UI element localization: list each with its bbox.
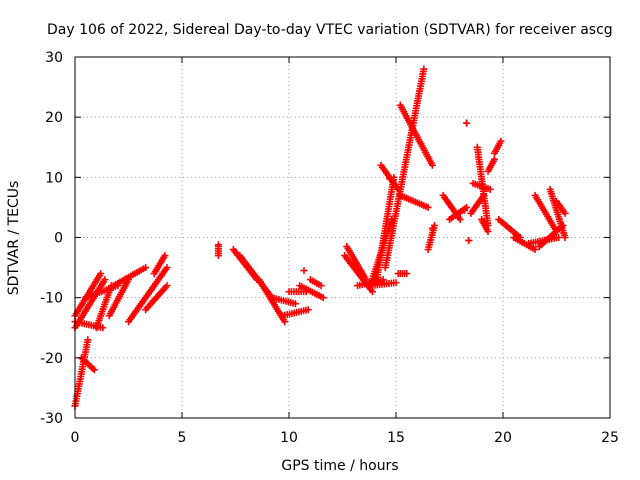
- data-point: [368, 288, 376, 296]
- data-point: [428, 224, 436, 232]
- data-point: [379, 276, 387, 284]
- y-tick-label: 30: [45, 50, 63, 66]
- grid-lines: [75, 57, 610, 418]
- data-point: [300, 267, 308, 275]
- data-point: [163, 282, 171, 290]
- axis-ticks: 0 5 10 15 20 25 -30 -20 -10 0 10 20 30: [40, 50, 619, 446]
- x-tick-label: 20: [494, 430, 512, 446]
- data-point: [460, 206, 468, 214]
- chart-title: Day 106 of 2022, Sidereal Day-to-day VTE…: [47, 22, 613, 38]
- y-tick-label: 0: [54, 231, 63, 247]
- data-point: [161, 252, 169, 260]
- data-point: [456, 215, 464, 223]
- data-point: [463, 119, 471, 127]
- y-tick-label: -20: [40, 351, 63, 367]
- x-tick-label: 5: [178, 430, 187, 446]
- data-point: [214, 241, 222, 249]
- data-point: [465, 237, 473, 245]
- x-axis-label: GPS time / hours: [281, 458, 398, 474]
- y-tick-label: -30: [40, 411, 63, 427]
- data-point: [486, 185, 494, 193]
- data-point: [555, 234, 563, 241]
- data-point: [281, 318, 289, 326]
- data-point: [403, 270, 411, 278]
- data-points: [71, 65, 569, 410]
- data-point: [99, 324, 107, 332]
- data-point: [90, 366, 98, 374]
- x-tick-label: 10: [280, 430, 298, 446]
- x-tick-label: 0: [71, 430, 80, 446]
- data-point: [214, 252, 222, 260]
- data-point: [497, 137, 505, 145]
- y-tick-label: 10: [45, 170, 63, 186]
- data-point: [101, 276, 109, 284]
- data-point: [490, 155, 498, 163]
- data-point: [84, 336, 92, 344]
- data-point: [561, 234, 569, 241]
- x-tick-label: 15: [387, 430, 405, 446]
- data-point: [484, 227, 492, 235]
- x-tick-label: 25: [601, 430, 619, 446]
- data-point: [392, 279, 400, 287]
- y-tick-label: 20: [45, 110, 63, 126]
- data-point: [163, 264, 171, 272]
- data-point: [304, 306, 312, 314]
- data-point: [319, 294, 327, 302]
- data-point: [420, 65, 428, 73]
- data-point: [97, 270, 105, 278]
- data-point: [428, 161, 436, 169]
- data-point: [142, 264, 150, 272]
- y-tick-label: -10: [40, 291, 63, 307]
- data-point: [424, 203, 432, 211]
- y-axis-label: SDTVAR / TECUs: [6, 181, 22, 296]
- data-point: [561, 209, 569, 217]
- data-point: [386, 175, 394, 183]
- data-point: [291, 300, 299, 308]
- data-point: [317, 282, 325, 290]
- data-point: [531, 246, 539, 254]
